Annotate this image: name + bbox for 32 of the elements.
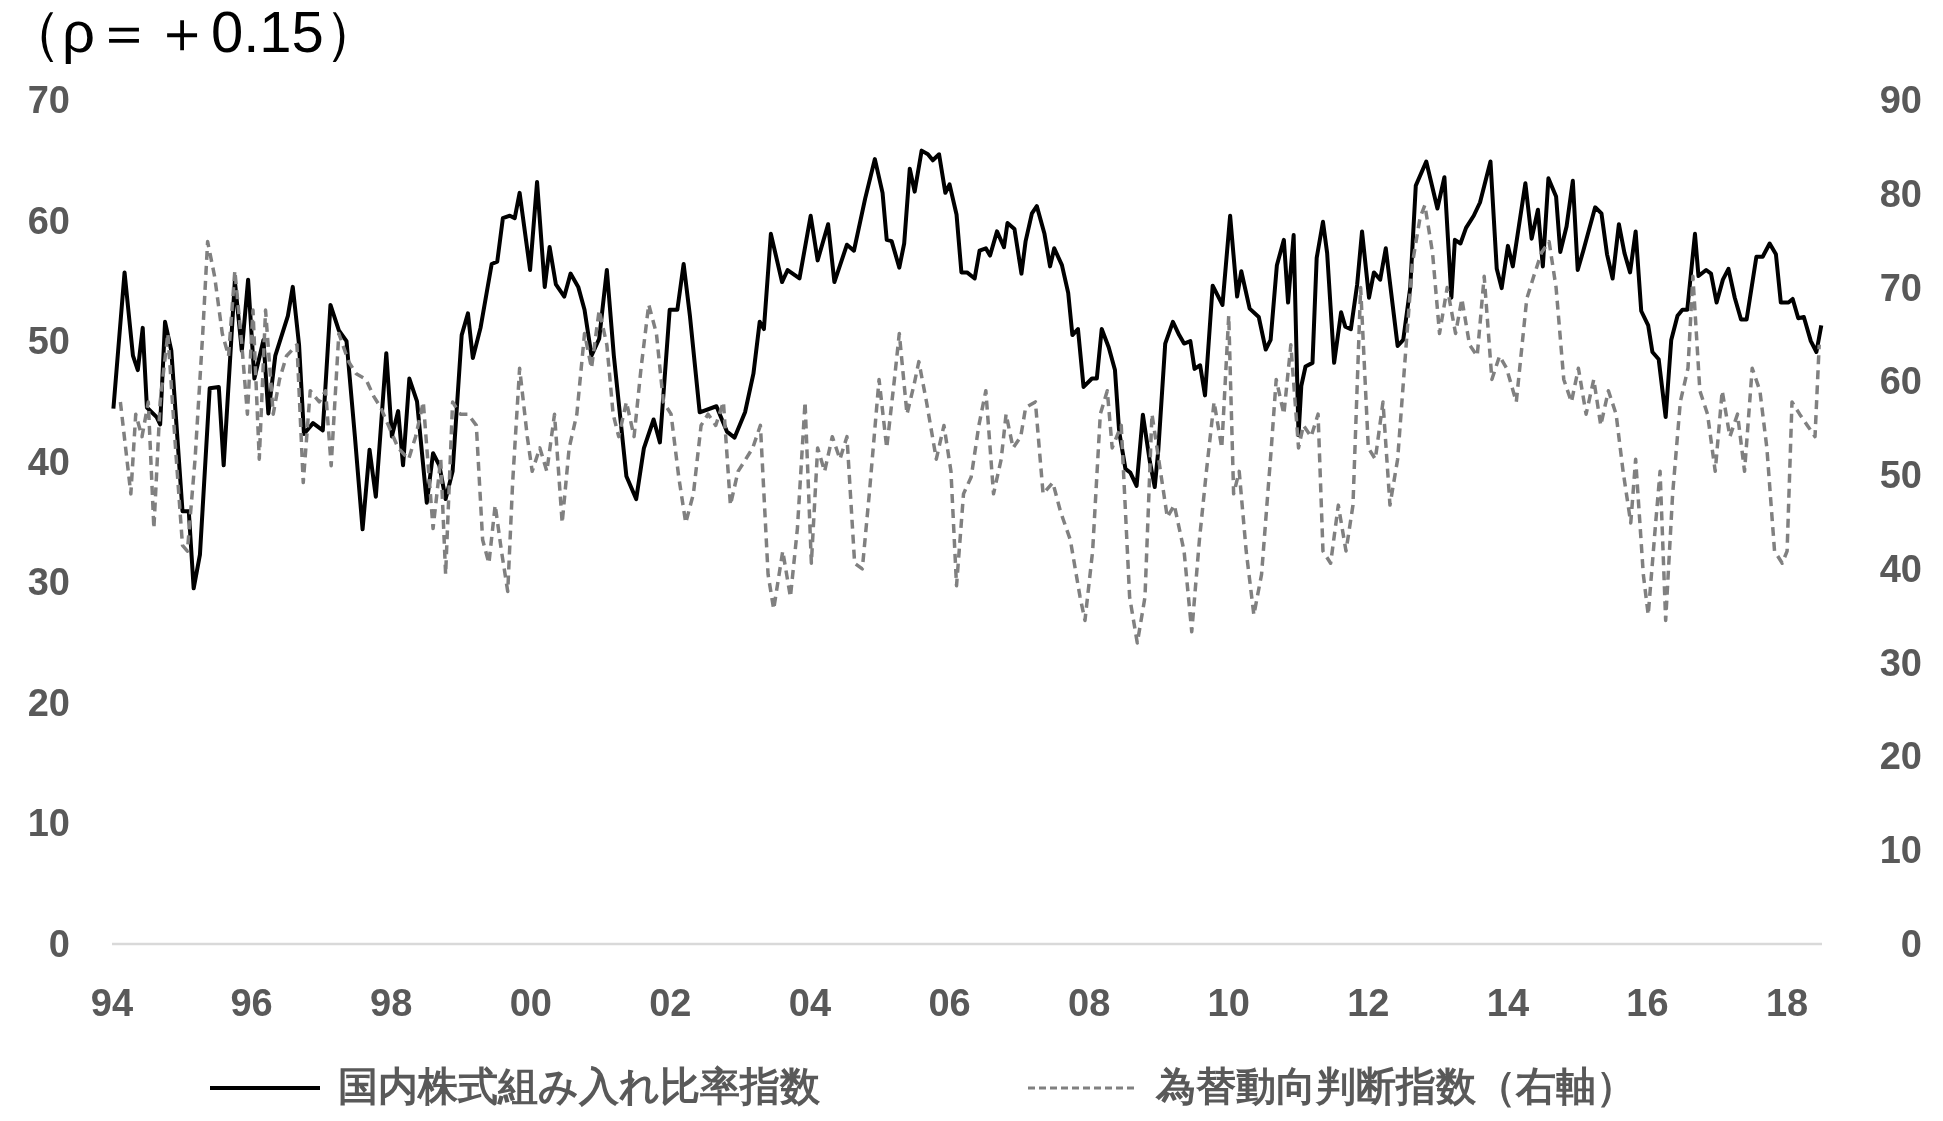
xtick: 02 — [649, 982, 692, 1024]
ytick: 30 — [27, 561, 70, 604]
xtick: 14 — [1486, 982, 1530, 1024]
y2tick: 70 — [1879, 266, 1922, 309]
ytick: 10 — [27, 802, 70, 845]
y2tick: 0 — [1900, 923, 1922, 965]
xtick: 96 — [230, 982, 273, 1024]
xtick: 18 — [1765, 982, 1809, 1024]
y2tick: 50 — [1879, 454, 1922, 497]
title: （ρ＝＋0.15） — [4, 0, 382, 64]
y2tick: 30 — [1879, 641, 1922, 684]
xtick: 08 — [1068, 982, 1111, 1024]
xtick: 00 — [509, 982, 552, 1024]
y2tick: 10 — [1879, 829, 1922, 872]
y2tick: 40 — [1879, 547, 1922, 590]
y2tick: 60 — [1879, 360, 1922, 403]
y2tick: 80 — [1879, 172, 1922, 215]
xtick: 94 — [90, 982, 134, 1024]
ytick: 40 — [27, 440, 70, 483]
ytick: 50 — [27, 320, 70, 363]
ytick: 60 — [27, 199, 70, 242]
xtick: 10 — [1207, 982, 1250, 1024]
xtick: 06 — [928, 982, 971, 1024]
y2tick: 20 — [1879, 735, 1922, 778]
y2tick: 90 — [1879, 79, 1922, 121]
xtick: 04 — [788, 982, 832, 1024]
ytick: 20 — [27, 681, 70, 724]
ytick: 70 — [27, 79, 70, 121]
xtick: 12 — [1347, 982, 1390, 1024]
ytick: 0 — [48, 923, 70, 965]
xtick: 16 — [1626, 982, 1669, 1024]
xtick: 98 — [370, 982, 413, 1024]
